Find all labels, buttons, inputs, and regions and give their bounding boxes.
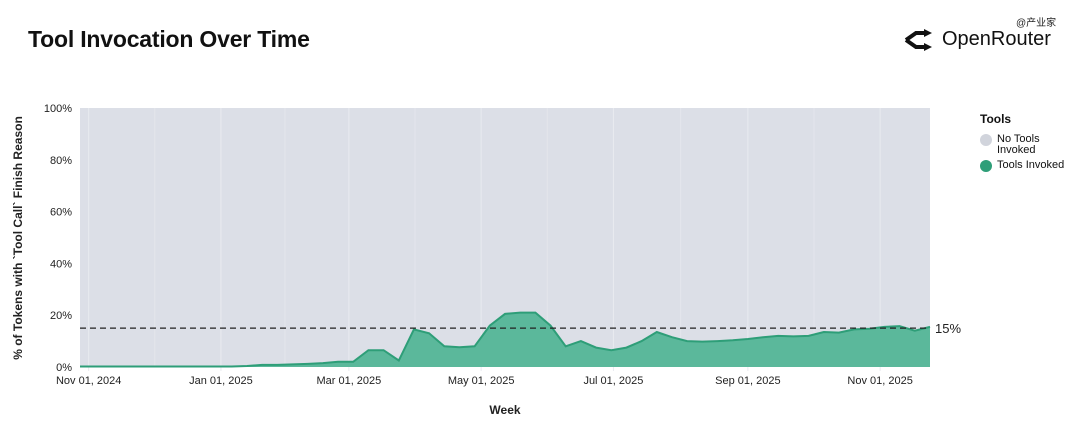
line-tools-invoked xyxy=(80,311,931,368)
x-tick-label: Jul 01, 2025 xyxy=(583,375,643,387)
brand-logo: OpenRouter xyxy=(904,28,1051,51)
y-tick-label: 0% xyxy=(56,362,72,374)
brand-name: OpenRouter xyxy=(942,28,1051,50)
reference-line-label: 15% xyxy=(935,321,961,336)
x-tick-label: Mar 01, 2025 xyxy=(316,375,381,387)
y-tick-label: 80% xyxy=(50,155,72,167)
x-axis-title: Week xyxy=(489,403,520,417)
legend-title: Tools xyxy=(980,112,1012,126)
openrouter-logo-icon xyxy=(904,28,932,51)
legend-label: Tools Invoked xyxy=(997,159,1065,171)
y-tick-label: 100% xyxy=(44,103,72,115)
x-tick-label: Nov 01, 2024 xyxy=(56,375,121,387)
y-tick-label: 40% xyxy=(50,258,72,270)
legend-swatch xyxy=(980,160,992,172)
legend-label: No Tools Invoked xyxy=(997,133,1040,156)
y-tick-label: 20% xyxy=(50,310,72,322)
watermark: @产业家 xyxy=(1016,18,1057,29)
x-tick-label: Jan 01, 2025 xyxy=(189,375,253,387)
x-tick-label: Sep 01, 2025 xyxy=(715,375,780,387)
y-tick-label: 60% xyxy=(50,207,72,219)
x-tick-label: Nov 01, 2025 xyxy=(847,375,912,387)
legend-item-tools[interactable]: Tools Invoked xyxy=(980,160,1064,172)
legend: Tools No Tools Invoked Tools Invoked xyxy=(980,112,1064,176)
x-tick-label: May 01, 2025 xyxy=(448,375,515,387)
legend-swatch xyxy=(980,134,992,146)
legend-item-no-tools[interactable]: No Tools Invoked xyxy=(980,134,1064,156)
area-tools-invoked xyxy=(80,312,930,367)
chart-title: Tool Invocation Over Time xyxy=(28,26,310,52)
y-axis-title: % of Tokens with `Tool Call` Finish Reas… xyxy=(11,116,25,360)
